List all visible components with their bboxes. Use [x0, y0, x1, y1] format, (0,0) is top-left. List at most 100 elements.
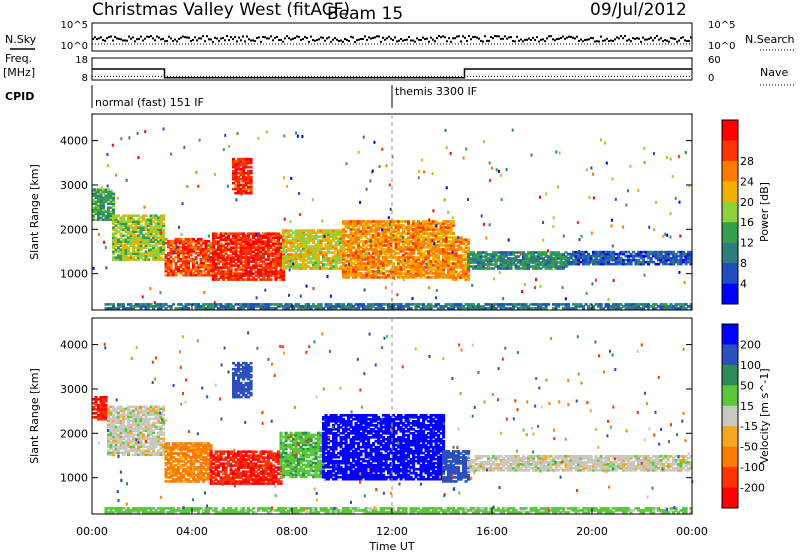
- power-cells-cell: [472, 265, 476, 268]
- power-cells-cell: [124, 258, 128, 261]
- power-cells-cell: [327, 305, 331, 308]
- power-cells-cell: [312, 251, 316, 254]
- power-cells-cell: [394, 220, 398, 223]
- power-cells-cell: [244, 238, 248, 241]
- power-cells-cell: [434, 305, 438, 308]
- power-cells-cell: [349, 258, 353, 261]
- power-cells-cell: [382, 232, 386, 235]
- power-cells-cell: [552, 253, 556, 256]
- power-cells-cell: [634, 307, 638, 310]
- power-cells-cell: [389, 268, 393, 271]
- power-cells-cell: [417, 240, 421, 243]
- power-cells-cell: [117, 226, 121, 229]
- power-cells-speckle: [600, 138, 603, 142]
- power-cells-cell: [277, 254, 281, 257]
- power-cells-cell: [499, 267, 503, 270]
- power-cells-cell: [449, 270, 453, 273]
- power-cells-cell: [209, 243, 213, 247]
- power-cells-cell: [142, 303, 146, 306]
- power-cells-cell: [92, 214, 96, 217]
- power-cells-cell: [539, 307, 543, 310]
- power-cells-cell: [617, 254, 621, 258]
- power-cells-cell: [312, 249, 316, 252]
- power-cells-speckle: [145, 258, 148, 261]
- power-cells-cell: [532, 253, 536, 256]
- power-cells-cell: [477, 251, 481, 254]
- power-cells-cell: [194, 255, 198, 259]
- power-cells-cell: [259, 268, 263, 271]
- noise-point: [496, 35, 498, 38]
- power-cells-cell: [517, 261, 521, 264]
- power-cells-speckle: [591, 282, 594, 286]
- noise-point: [416, 37, 418, 40]
- power-cells-cell: [322, 259, 326, 262]
- power-cells-cell: [274, 256, 278, 259]
- power-cells-cell: [477, 253, 481, 256]
- power-cells-cell: [187, 303, 191, 306]
- power-cells-cell: [522, 255, 526, 258]
- power-cells-cell: [274, 307, 278, 310]
- power-cells-cell: [159, 236, 163, 239]
- power-cells-cell: [482, 259, 486, 262]
- power-cells-cell: [229, 278, 233, 281]
- power-cells-cell: [224, 270, 228, 273]
- power-cells-cell: [382, 250, 386, 253]
- power-cells-cell: [92, 208, 96, 212]
- power-cells-speckle: [264, 288, 267, 292]
- power-cells-speckle: [678, 200, 681, 204]
- power-cells-cell: [442, 270, 446, 273]
- power-cells-cell: [264, 244, 268, 247]
- power-cells-cell: [452, 224, 456, 227]
- noise-point: [200, 37, 202, 40]
- power-cells-cell: [592, 260, 596, 264]
- power-cells-cell: [332, 257, 336, 260]
- power-cells-cell: [317, 243, 321, 246]
- power-cells-cell: [537, 265, 541, 268]
- power-cells-cell: [424, 238, 428, 241]
- power-cells-cell: [532, 307, 536, 310]
- vel-cells-cell: [112, 441, 116, 445]
- power-cells-cell: [627, 305, 631, 308]
- noise-point: [594, 40, 596, 43]
- power-cells-cell: [582, 256, 586, 260]
- power-cells-cell: [622, 305, 626, 308]
- power-cells-cell: [232, 181, 236, 185]
- power-cells-cell: [389, 226, 393, 229]
- power-cells-cell: [109, 214, 113, 217]
- power-cells-speckle: [488, 161, 491, 165]
- power-cells-cell: [494, 253, 498, 256]
- power-cells-cell: [184, 241, 188, 245]
- power-cells-cell: [99, 210, 103, 213]
- power-cells-cell: [244, 254, 248, 257]
- power-cells-cell: [384, 256, 388, 259]
- power-cells-cell: [167, 259, 171, 263]
- power-cells-cell: [559, 265, 563, 268]
- power-cells-cell: [387, 305, 391, 308]
- noise-point: [314, 39, 316, 42]
- noise-point: [168, 35, 170, 38]
- power-cells-cell: [157, 307, 161, 310]
- power-cells-cell: [242, 250, 246, 253]
- power-cells-cell: [492, 259, 496, 262]
- power-cells-cell: [102, 190, 106, 194]
- power-cells-cell: [117, 242, 121, 245]
- power-cells-cell: [462, 305, 466, 308]
- power-cells-cell: [197, 253, 201, 257]
- power-cells-cell: [379, 242, 383, 245]
- noise-point: [312, 39, 314, 41]
- power-cells-cell: [144, 303, 148, 306]
- noise-point: [610, 39, 612, 42]
- power-cells-cell: [467, 303, 471, 306]
- noise-point: [612, 39, 614, 42]
- power-cells-cell: [664, 256, 668, 260]
- power-cells-cell: [349, 250, 353, 253]
- power-cells-cell: [194, 269, 198, 273]
- power-cells-cell: [437, 258, 441, 261]
- power-cells-cell: [659, 303, 663, 306]
- power-cells-cell: [499, 307, 503, 310]
- power-cells-cell: [412, 266, 416, 269]
- power-cells-cell: [207, 307, 211, 310]
- power-cells-cell: [354, 256, 358, 259]
- power-cells-cell: [509, 263, 513, 266]
- power-cells-cell: [144, 228, 148, 231]
